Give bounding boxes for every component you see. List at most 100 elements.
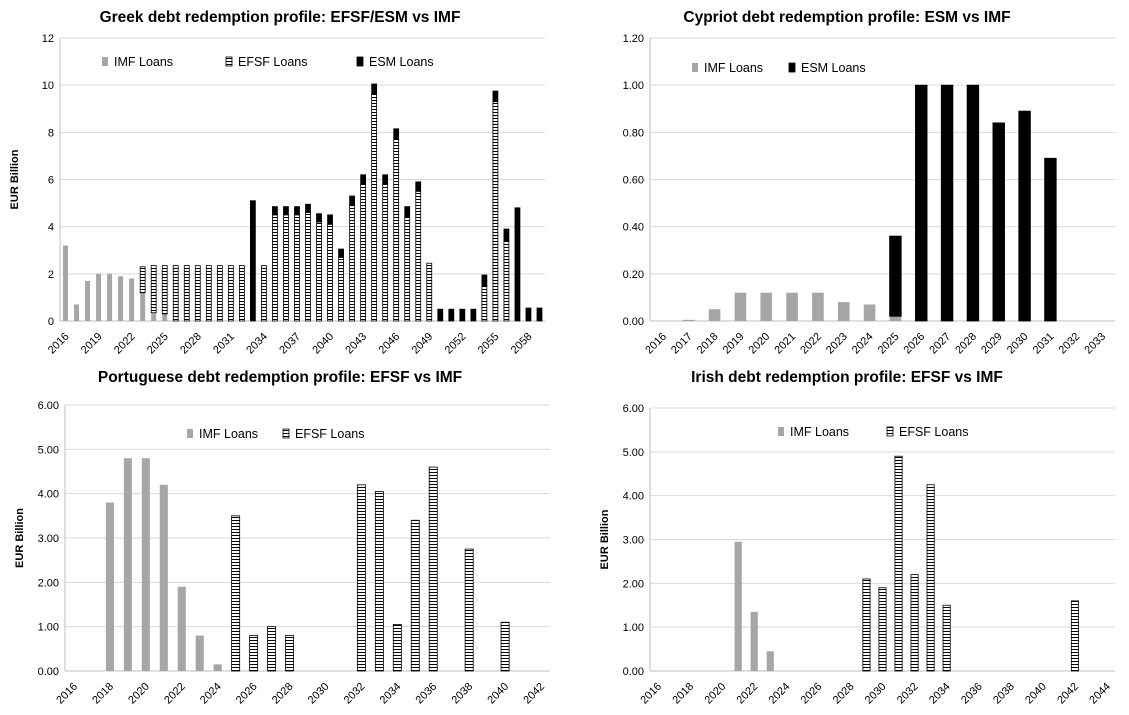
legend-label-imf: IMF Loans (704, 61, 763, 75)
bar-efsf-2035 (410, 519, 420, 672)
y-tick-label: 2 (48, 269, 54, 281)
bar-efsf-2044 (371, 94, 378, 322)
legend-label-efsf: EFSF Loans (295, 427, 364, 441)
cypriot-chart-panel: Cypriot debt redemption profile: ESM vs … (565, 0, 1129, 357)
bar-imf-2018 (708, 309, 721, 321)
bar-efsf-2034 (942, 604, 951, 672)
x-tick-label: 2034 (378, 681, 404, 707)
bar-imf-2021 (159, 484, 168, 671)
bar-esm-2055 (492, 90, 499, 103)
x-tick-label: 2033 (1082, 331, 1108, 357)
y-tick-label: 10 (42, 80, 54, 92)
bar-imf-2023 (837, 302, 850, 321)
x-tick-label: 2038 (991, 681, 1017, 707)
bar-esm-2037 (294, 206, 300, 216)
bar-efsf-2055 (492, 101, 499, 322)
bar-esm-2047 (404, 206, 411, 218)
x-tick-label: 2030 (863, 681, 889, 707)
x-tick-label: 2055 (476, 331, 502, 357)
bar-esm-2058 (525, 307, 532, 322)
x-tick-label: 2028 (831, 681, 857, 707)
bar-efsf-2056 (503, 240, 510, 322)
y-tick-label: 3.00 (623, 535, 644, 547)
bar-imf-2019 (734, 292, 747, 321)
bar-efsf-2026 (249, 635, 259, 672)
bar-esm-2052 (459, 308, 466, 322)
y-tick-label: 6.00 (623, 403, 644, 415)
x-tick-label: 2029 (979, 331, 1005, 357)
x-tick-label: 2022 (162, 681, 188, 707)
bar-imf-2022 (177, 586, 186, 671)
x-tick-label: 2028 (270, 681, 296, 707)
x-tick-label: 2042 (521, 681, 547, 707)
bar-efsf-2026 (172, 265, 179, 322)
bar-esm-2033 (250, 200, 256, 322)
bar-esm-2041 (338, 248, 344, 258)
bar-efsf-2043 (360, 183, 367, 322)
bar-efsf-2033 (374, 491, 384, 672)
bar-efsf-2027 (267, 626, 277, 672)
y-tick-label: 5.00 (38, 444, 59, 456)
bar-efsf-2029 (862, 578, 871, 672)
legend-label-efsf: EFSF Loans (238, 55, 307, 69)
bar-efsf-2030 (216, 265, 223, 322)
bar-efsf-2031 (227, 265, 234, 322)
bar-esm-2030 (1018, 110, 1031, 322)
y-tick-label: 2.00 (38, 577, 59, 589)
y-tick-label: 0.40 (623, 222, 644, 234)
x-tick-label: 2018 (670, 681, 696, 707)
bar-efsf-2036 (428, 466, 438, 672)
bar-esm-2026 (915, 84, 928, 322)
x-tick-label: 2036 (414, 681, 440, 707)
y-tick-label: 0.20 (623, 269, 644, 281)
chart-svg: Cypriot debt redemption profile: ESM vs … (623, 9, 1115, 357)
bar-esm-2051 (448, 308, 455, 322)
bar-esm-2038 (305, 203, 311, 213)
x-tick-label: 2016 (643, 331, 669, 357)
bar-esm-2044 (371, 83, 378, 96)
x-tick-label: 2052 (443, 331, 469, 357)
legend-swatch-esm (788, 62, 796, 73)
y-tick-label: 1.00 (38, 622, 59, 634)
x-tick-label: 2030 (1005, 331, 1031, 357)
x-tick-label: 2043 (343, 331, 369, 357)
x-tick-label: 2019 (79, 331, 105, 357)
y-tick-label: 6.00 (38, 400, 59, 412)
x-tick-label: 2028 (953, 331, 979, 357)
bar-efsf-2038 (464, 548, 474, 672)
bar-esm-2029 (992, 122, 1005, 322)
y-tick-label: 8 (48, 127, 54, 139)
legend-swatch-imf (187, 429, 193, 438)
bar-efsf-2042 (349, 205, 355, 322)
bar-imf-2018 (85, 280, 91, 321)
bar-efsf-2029 (205, 265, 212, 322)
bar-imf-2020 (141, 458, 150, 671)
legend-label-esm: ESM Loans (801, 61, 866, 75)
x-tick-label: 2042 (1055, 681, 1081, 707)
x-tick-label: 2026 (902, 331, 928, 357)
x-tick-label: 2044 (1087, 681, 1113, 707)
bar-imf-2016 (63, 245, 68, 321)
y-tick-label: 2.00 (623, 578, 644, 590)
chart-svg: Irish debt redemption profile: EFSF vs I… (599, 369, 1115, 707)
bar-imf-2024 (863, 304, 876, 321)
bar-esm-2035 (272, 206, 278, 216)
bar-efsf-2034 (261, 265, 267, 322)
legend-label-esm: ESM Loans (369, 55, 434, 69)
bar-efsf-2027 (183, 265, 190, 322)
x-tick-label: 2046 (377, 331, 403, 357)
bar-imf-2020 (760, 292, 773, 321)
bar-efsf-2036 (283, 214, 289, 322)
chart-title: Cypriot debt redemption profile: ESM vs … (683, 9, 1010, 26)
legend-swatch-imf (778, 427, 784, 436)
y-tick-label: 0.00 (38, 666, 59, 678)
x-tick-label: 2031 (1031, 331, 1057, 357)
x-tick-label: 2028 (178, 331, 204, 357)
y-tick-label: 1.00 (623, 622, 644, 634)
bar-esm-2056 (503, 228, 510, 242)
bar-esm-2043 (360, 174, 367, 185)
x-tick-label: 2037 (277, 331, 303, 357)
x-tick-label: 2016 (46, 331, 72, 357)
bar-efsf-2046 (393, 139, 400, 322)
